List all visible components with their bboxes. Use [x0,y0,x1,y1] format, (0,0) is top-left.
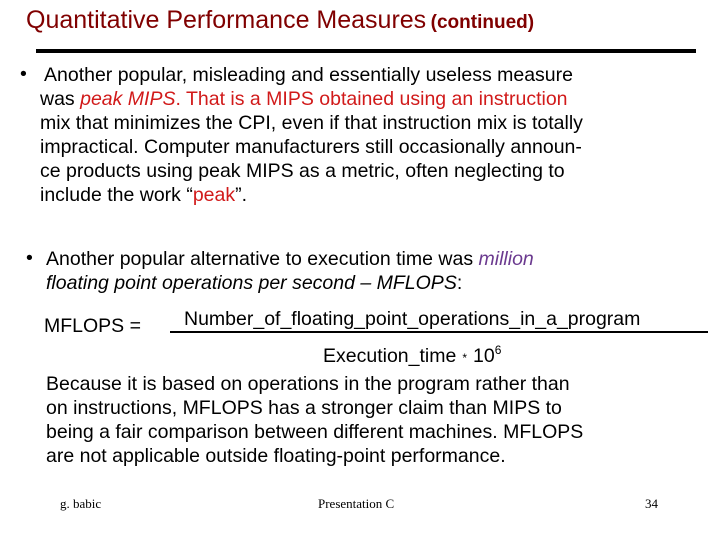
formula-denominator: Execution_time * 106 [323,343,501,368]
formula-numerator: Number_of_floating_point_operations_in_a… [184,308,641,330]
fraction-bar [170,331,708,333]
power-base: 10 [473,345,495,367]
p1-line6-post: ”. [235,184,248,206]
bullet-2: • [26,247,33,269]
p1-line2-pre: was [40,88,81,110]
p1-line2-post: . That is a MIPS obtained using an instr… [175,88,568,110]
footer-presentation: Presentation C [318,496,395,511]
p2-line1-pre: Another popular alternative to execution… [46,248,479,270]
p3-line1: Because it is based on operations in the… [46,373,570,395]
footer-author: g. babic [60,496,102,511]
peak-mips-term: peak MIPS [80,88,176,110]
paragraph-peak-mips: Another popular, misleading and essentia… [40,63,583,207]
mflops-definition: floating point operations per second – M… [46,272,457,294]
denominator-term: Execution_time [323,345,457,367]
p3-line3: being a fair comparison between differen… [46,421,584,443]
slide-title: Quantitative Performance Measures (conti… [26,6,534,35]
title-main: Quantitative Performance Measures [26,6,427,34]
p1-line3: mix that minimizes the CPI, even if that… [40,112,583,134]
p1-line2: was peak MIPS. That is a MIPS obtained u… [40,87,583,111]
p1-line6-pre: include the work “ [40,184,193,206]
paragraph-explanation: Because it is based on operations in the… [46,372,583,468]
p1-line5: ce products using peak MIPS as a metric,… [40,160,565,182]
p3-line4: are not applicable outside floating-poin… [46,445,506,467]
p2-line2-post: : [456,272,463,294]
p2-line1: Another popular alternative to execution… [46,247,534,271]
times-sign: * [462,351,467,365]
title-underline [36,49,696,53]
peak-term: peak [192,184,236,206]
title-suffix: (continued) [430,12,535,33]
p2-line2: floating point operations per second – M… [46,271,534,295]
p3-line2: on instructions, MFLOPS has a stronger c… [46,397,562,419]
p1-line4: impractical. Computer manufacturers stil… [40,136,582,158]
p1-line6: include the work “peak”. [40,183,583,207]
p1-line1: Another popular, misleading and essentia… [44,64,573,86]
footer-page-number: 34 [645,496,658,511]
power-exponent: 6 [494,343,502,357]
bullet-1: • [20,63,27,85]
paragraph-mflops: Another popular alternative to execution… [46,247,534,295]
million-term: million [478,248,534,270]
formula-lhs: MFLOPS = [44,315,141,337]
